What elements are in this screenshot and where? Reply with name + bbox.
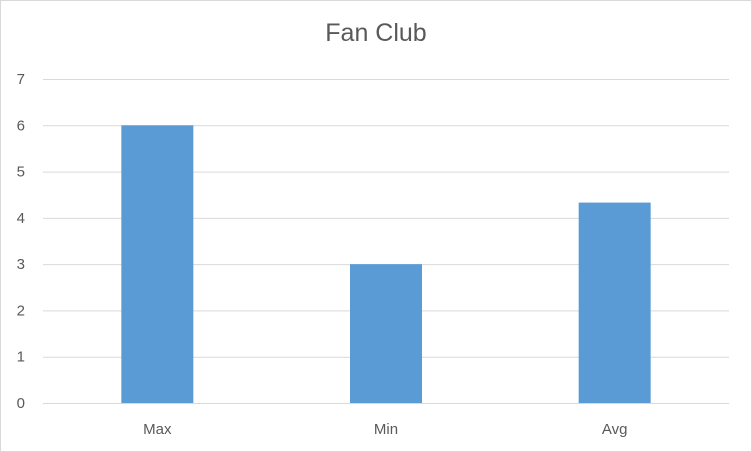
- bar-max: [121, 125, 194, 404]
- bar-min: [350, 264, 422, 403]
- y-tick-label-5: 5: [17, 164, 25, 181]
- y-tick-label-7: 7: [17, 71, 25, 88]
- y-tick-label-2: 2: [17, 302, 25, 319]
- x-tick-label-max: Max: [143, 421, 172, 438]
- bar-avg: [578, 202, 651, 403]
- x-tick-label-avg: Avg: [602, 421, 628, 438]
- y-tick-label-3: 3: [17, 256, 25, 273]
- y-tick-label-0: 0: [17, 395, 25, 412]
- x-tick-label-min: Min: [374, 421, 398, 438]
- y-tick-label-4: 4: [17, 210, 25, 227]
- y-tick-label-6: 6: [17, 117, 25, 134]
- chart-title: Fan Club: [325, 19, 427, 47]
- y-tick-label-1: 1: [17, 349, 25, 366]
